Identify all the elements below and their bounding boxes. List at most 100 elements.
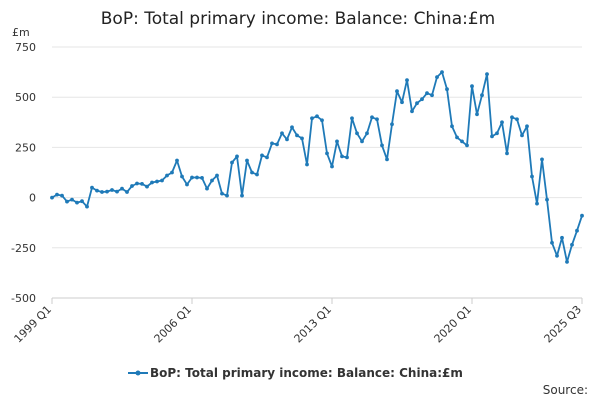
- data-point[interactable]: [65, 199, 69, 204]
- data-point[interactable]: [280, 131, 284, 136]
- data-point[interactable]: [465, 143, 469, 148]
- data-point[interactable]: [245, 158, 249, 163]
- data-point[interactable]: [125, 190, 129, 194]
- data-point[interactable]: [155, 179, 159, 184]
- data-point[interactable]: [320, 118, 324, 123]
- data-point[interactable]: [260, 153, 264, 158]
- data-point[interactable]: [185, 182, 189, 187]
- data-point[interactable]: [275, 142, 279, 147]
- data-point[interactable]: [530, 174, 534, 179]
- data-point[interactable]: [490, 134, 494, 139]
- data-point[interactable]: [175, 158, 179, 163]
- data-point[interactable]: [500, 120, 504, 125]
- data-point[interactable]: [115, 189, 119, 194]
- data-point[interactable]: [215, 173, 219, 178]
- data-point[interactable]: [145, 184, 149, 189]
- data-point[interactable]: [370, 115, 374, 120]
- data-point[interactable]: [355, 131, 359, 136]
- data-point[interactable]: [455, 135, 459, 140]
- data-point[interactable]: [250, 170, 254, 175]
- data-point[interactable]: [525, 124, 529, 129]
- data-point[interactable]: [335, 139, 339, 144]
- data-point[interactable]: [385, 157, 389, 162]
- data-point[interactable]: [80, 199, 84, 204]
- data-point[interactable]: [295, 133, 299, 138]
- data-point[interactable]: [535, 201, 539, 206]
- data-point[interactable]: [315, 114, 319, 119]
- data-point[interactable]: [425, 91, 429, 96]
- data-point[interactable]: [505, 151, 509, 156]
- data-point[interactable]: [360, 139, 364, 144]
- data-point[interactable]: [270, 141, 274, 146]
- data-point[interactable]: [205, 186, 209, 191]
- data-point[interactable]: [140, 182, 144, 186]
- data-point[interactable]: [255, 172, 259, 177]
- data-point[interactable]: [350, 116, 354, 121]
- data-point[interactable]: [240, 193, 244, 198]
- data-point[interactable]: [110, 188, 114, 192]
- data-point[interactable]: [445, 87, 449, 92]
- data-point[interactable]: [435, 75, 439, 79]
- data-point[interactable]: [405, 78, 409, 82]
- data-point[interactable]: [50, 195, 54, 200]
- data-point[interactable]: [400, 100, 404, 105]
- data-point[interactable]: [510, 115, 514, 120]
- data-point[interactable]: [555, 253, 559, 258]
- data-point[interactable]: [340, 154, 344, 159]
- data-point[interactable]: [560, 235, 564, 240]
- data-point[interactable]: [230, 160, 234, 165]
- data-point[interactable]: [290, 125, 294, 130]
- data-point[interactable]: [300, 136, 304, 141]
- data-point[interactable]: [545, 197, 549, 202]
- data-point[interactable]: [225, 193, 229, 198]
- data-point[interactable]: [395, 89, 399, 94]
- data-point[interactable]: [440, 70, 444, 74]
- data-point[interactable]: [515, 117, 519, 122]
- data-point[interactable]: [365, 131, 369, 136]
- data-point[interactable]: [130, 184, 134, 188]
- data-point[interactable]: [565, 260, 569, 264]
- data-point[interactable]: [430, 93, 434, 98]
- data-point[interactable]: [200, 176, 204, 180]
- data-point[interactable]: [330, 164, 334, 169]
- data-point[interactable]: [85, 204, 89, 209]
- data-point[interactable]: [195, 175, 199, 180]
- data-point[interactable]: [575, 228, 579, 233]
- data-point[interactable]: [420, 97, 424, 102]
- data-point[interactable]: [325, 151, 329, 156]
- data-point[interactable]: [550, 240, 554, 245]
- data-point[interactable]: [105, 189, 109, 194]
- data-point[interactable]: [380, 143, 384, 148]
- data-point[interactable]: [570, 242, 574, 247]
- data-point[interactable]: [305, 162, 309, 167]
- data-point[interactable]: [470, 84, 474, 89]
- data-point[interactable]: [310, 116, 314, 121]
- data-point[interactable]: [170, 170, 174, 175]
- data-point[interactable]: [345, 155, 349, 160]
- data-point[interactable]: [100, 190, 104, 194]
- data-point[interactable]: [475, 112, 479, 117]
- data-point[interactable]: [285, 137, 289, 142]
- data-point[interactable]: [540, 157, 544, 162]
- data-point[interactable]: [410, 109, 414, 114]
- data-point[interactable]: [265, 155, 269, 160]
- data-point[interactable]: [70, 197, 74, 202]
- data-point[interactable]: [495, 131, 499, 136]
- data-point[interactable]: [390, 122, 394, 127]
- data-point[interactable]: [75, 200, 79, 205]
- data-point[interactable]: [375, 117, 379, 122]
- data-point[interactable]: [150, 180, 154, 185]
- data-point[interactable]: [135, 181, 139, 186]
- data-point[interactable]: [180, 174, 184, 179]
- data-point[interactable]: [165, 173, 169, 178]
- data-point[interactable]: [480, 93, 484, 98]
- legend[interactable]: BoP: Total primary income: Balance: Chin…: [128, 366, 463, 380]
- data-point[interactable]: [450, 124, 454, 129]
- data-point[interactable]: [60, 193, 64, 198]
- data-point[interactable]: [220, 191, 224, 196]
- data-point[interactable]: [460, 139, 464, 144]
- data-point[interactable]: [485, 72, 489, 76]
- data-point[interactable]: [55, 192, 59, 197]
- data-point[interactable]: [520, 133, 524, 138]
- data-point[interactable]: [190, 175, 194, 180]
